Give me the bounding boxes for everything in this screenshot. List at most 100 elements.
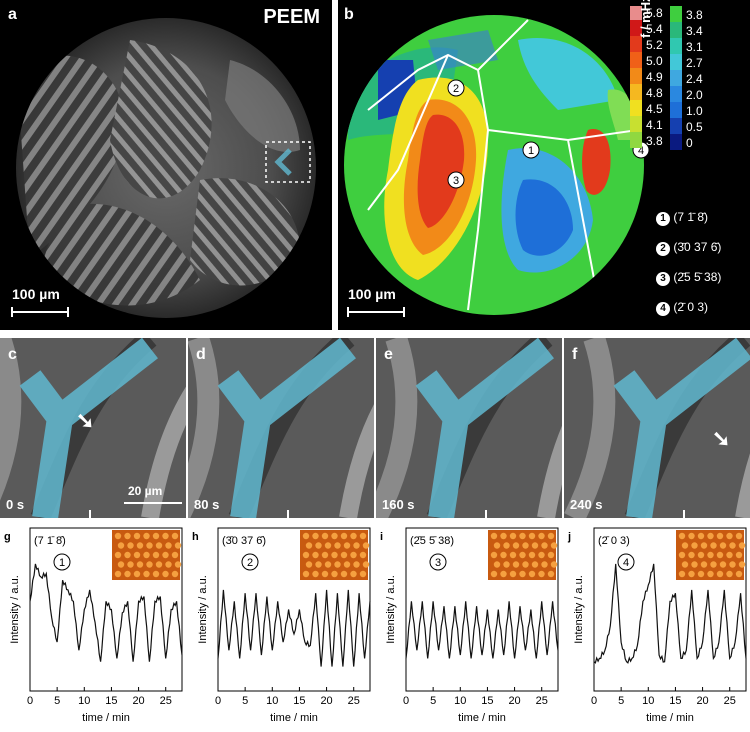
svg-text:2: 2 — [453, 83, 459, 95]
surface-model-inset — [676, 530, 746, 580]
x-tick-label: 10 — [78, 695, 90, 707]
svg-text:1: 1 — [528, 145, 534, 157]
colorbar-left — [630, 6, 642, 148]
plot-frame — [405, 527, 559, 692]
frame-image-e — [376, 338, 562, 518]
intensity-series-line — [217, 589, 371, 667]
x-axis-label: time / min — [270, 712, 318, 724]
peem-image — [11, 18, 316, 318]
surface-model-inset — [300, 530, 370, 580]
x-axis-label: time / min — [82, 712, 130, 724]
y-axis-label: Intensity / a.u. — [385, 575, 397, 643]
frame-time-e: 160 s — [382, 497, 415, 512]
facet-item-1: 1 (7 1̄ 8̄) — [656, 210, 708, 226]
panel-label-d: d — [196, 346, 206, 363]
colorbar-left-tick: 4.8 — [646, 86, 663, 100]
plot-miller-index: (3̄0 37 6̄) — [222, 535, 266, 547]
surface-model-inset — [488, 530, 558, 580]
x-tick-label: 0 — [215, 695, 221, 707]
x-tick-label: 5 — [242, 695, 248, 707]
colorbar-right-tick: 2.7 — [686, 56, 703, 70]
frame-image-d — [188, 338, 374, 518]
x-tick-label: 5 — [618, 695, 624, 707]
x-tick-label: 0 — [27, 695, 33, 707]
frame-time-f: 240 s — [570, 497, 603, 512]
plot-svg-g: 0 5 10 15 20 25 time / min Intensity / a.u. g (7 … — [4, 527, 183, 724]
facet-num-4: 4 — [656, 302, 670, 316]
arrow-icon: ➘ — [76, 408, 95, 433]
facet-marker-number: 4 — [623, 557, 629, 569]
colorbar-left-tick: 5.2 — [646, 38, 663, 52]
x-tick-label: 15 — [293, 695, 305, 707]
panel-label-c: c — [8, 346, 17, 363]
frame-time-c: 0 s — [6, 497, 25, 512]
x-tick-label: 25 — [724, 695, 736, 707]
y-axis-label: Intensity / a.u. — [9, 575, 21, 643]
panel-label-g: g — [4, 531, 11, 543]
scalebar-label-b: 100 µm — [348, 286, 396, 302]
y-axis-label: Intensity / a.u. — [197, 575, 209, 643]
colorbar-right-tick: 1.0 — [686, 104, 703, 118]
facet-miller-3: (2̄5 5̄ 38) — [673, 270, 722, 284]
plot-miller-index: (7 1̄ 8̄) — [34, 535, 66, 547]
facet-miller-2: (3̄0 37 6̄) — [673, 240, 722, 254]
colorbar-right-tick: 2.4 — [686, 72, 703, 86]
x-axis-label: time / min — [458, 712, 506, 724]
plot-frame — [29, 527, 183, 692]
colorbar-right-tick: 3.4 — [686, 24, 703, 38]
facet-marker-number: 2 — [247, 557, 253, 569]
x-tick-label: 25 — [160, 695, 172, 707]
plot-svg-i: 0 5 10 15 20 25 time / min Intensity / a.u. i (2̄… — [380, 527, 559, 724]
x-tick-label: 15 — [105, 695, 117, 707]
scalebar-line-c — [124, 502, 182, 504]
colorbar-left-tick: 3.8 — [646, 134, 663, 148]
intensity-series-line — [405, 601, 559, 659]
facet-marker-circle — [241, 553, 259, 571]
facet-item-2: 2 (3̄0 37 6̄) — [656, 240, 721, 256]
frame-panel-d: d 80 s — [188, 338, 374, 518]
plot-panel-g: 0 5 10 15 20 25 time / min Intensity / a.u. g (7 … — [0, 522, 186, 727]
frame-panel-e: e 160 s — [376, 338, 562, 518]
frame-time-d: 80 s — [194, 497, 220, 512]
panel-label-a: a — [8, 6, 17, 23]
x-tick-label: 0 — [403, 695, 409, 707]
x-tick-label: 15 — [669, 695, 681, 707]
frame-image-c — [0, 338, 186, 518]
colorbar-right-tick: 0.5 — [686, 120, 703, 134]
x-tick-label: 20 — [320, 695, 332, 707]
x-tick-label: 10 — [642, 695, 654, 707]
surface-model-inset — [112, 530, 182, 580]
x-tick-label: 25 — [536, 695, 548, 707]
frequency-map: 2 3 1 4 — [344, 6, 682, 317]
marker-3: 3 — [447, 171, 465, 189]
x-tick-label: 20 — [696, 695, 708, 707]
panel-label-b: b — [344, 6, 354, 23]
plot-panel-h: 0 5 10 15 20 25 time / min Intensity / a.u. h (3̄… — [188, 522, 374, 727]
plot-svg-j: 0 5 10 15 20 25 time / min Intensity / a.u. j (2̄… — [567, 527, 747, 724]
facet-marker-circle — [53, 553, 71, 571]
facet-num-2: 2 — [656, 242, 670, 256]
x-tick-label: 5 — [430, 695, 436, 707]
frame-panel-f: f 240 s ➘ — [564, 338, 750, 518]
frame-image-f — [564, 338, 750, 518]
plot-frame — [593, 527, 747, 692]
peem-title: PEEM — [263, 6, 320, 28]
plot-miller-index: (2̄5 5̄ 38) — [410, 535, 454, 547]
intensity-series-line — [29, 563, 183, 662]
plot-miller-index: (2̄ 0 3) — [598, 535, 630, 547]
colorbar-left-tick: 4.9 — [646, 70, 663, 84]
colorbar-right-tick: 2.0 — [686, 88, 703, 102]
marker-2: 2 — [447, 79, 465, 97]
x-tick-label: 10 — [266, 695, 278, 707]
scalebar-label-a: 100 µm — [12, 286, 60, 302]
plot-panel-i: 0 5 10 15 20 25 time / min Intensity / a.u. i (2̄… — [376, 522, 562, 727]
facet-item-4: 4 (2̄ 0 3) — [656, 300, 708, 316]
y-axis-label: Intensity / a.u. — [573, 575, 585, 643]
plot-frame — [217, 527, 371, 692]
x-tick-label: 5 — [54, 695, 60, 707]
panel-label-e: e — [384, 346, 393, 363]
panel-label-f: f — [572, 346, 578, 363]
svg-text:4: 4 — [638, 145, 644, 157]
frame-panel-c: c 0 s 20 µm ➘ — [0, 338, 186, 518]
colorbar-right-tick: 3.1 — [686, 40, 703, 54]
